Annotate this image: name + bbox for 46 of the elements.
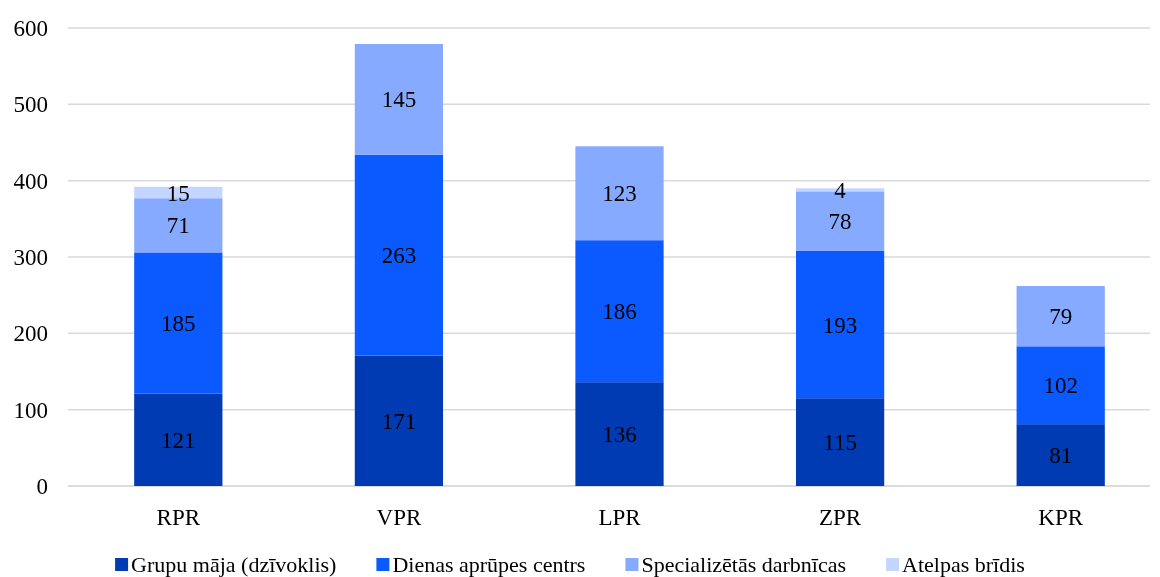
bar [354,154,444,356]
bar [795,250,885,399]
x-tick-label: ZPR [819,505,862,531]
data-label: 193 [822,312,858,338]
data-label: 81 [1049,443,1073,469]
data-label: 4 [834,177,847,203]
y-tick-label: 200 [13,321,48,347]
data-label: 78 [828,209,852,235]
x-tick-label: LPR [598,505,642,531]
bar [134,393,223,486]
data-label: 15 [166,180,190,206]
y-tick-label: 0 [36,474,48,500]
x-tick-label: VPR [376,505,422,531]
data-label: 79 [1049,304,1073,330]
data-label: 185 [161,311,196,337]
data-label: 71 [166,213,190,239]
x-tick-label: KPR [1038,505,1084,531]
y-tick-label: 300 [13,245,48,271]
y-tick-label: 500 [13,92,48,118]
bar [134,252,223,394]
data-label: 102 [1043,373,1078,399]
data-label: 186 [602,299,637,325]
bar [575,146,664,241]
legend-label: Grupu māja (dzīvoklis) [131,552,337,577]
y-tick-label: 100 [13,397,48,423]
data-label: 263 [381,243,417,269]
bar [575,240,664,383]
data-label: 123 [602,181,637,207]
bar [354,355,444,486]
bar [1016,424,1105,486]
legend-label: Atelpas brīdis [902,552,1025,577]
data-label: 136 [602,422,637,448]
bar [354,44,444,155]
legend-label: Specializētās darbnīcas [641,552,847,577]
bar [1016,346,1105,425]
data-label: 145 [381,87,417,113]
bar [795,398,885,486]
x-tick-label: RPR [156,505,201,531]
data-label: 171 [381,408,417,434]
data-label: 121 [161,427,196,453]
legend-label: Dienas aprūpes centrs [392,552,586,577]
bar [1016,286,1105,347]
bar [575,382,664,486]
y-tick-label: 600 [13,16,48,42]
data-label: 115 [823,430,857,456]
y-tick-label: 400 [13,168,48,194]
